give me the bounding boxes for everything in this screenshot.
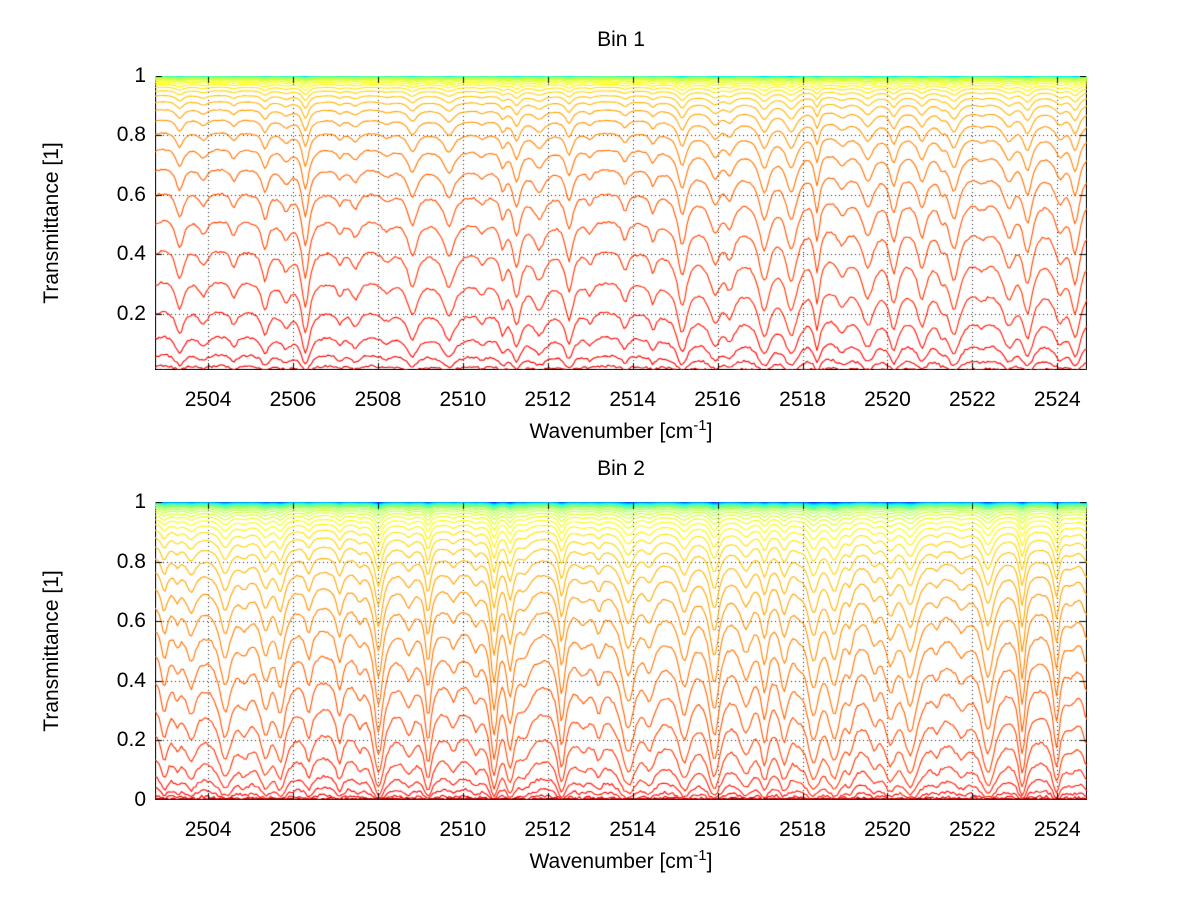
y-tick-label: 0.6 <box>116 609 146 633</box>
bin1-x-axis-label: Wavenumber [cm-1] <box>155 417 1087 445</box>
y-tick-label: 0.6 <box>116 182 146 206</box>
x-tick-label: 2504 <box>184 818 232 841</box>
x-tick-label: 2506 <box>269 818 317 841</box>
y-tick-label: 0.4 <box>116 668 146 692</box>
x-tick-label: 2512 <box>524 818 572 841</box>
x-tick-label: 2520 <box>864 388 911 411</box>
x-tick-label: 2510 <box>439 388 487 411</box>
bin1-x-axis-label-close: ] <box>706 420 713 443</box>
y-tick-label: 0.2 <box>116 301 146 325</box>
x-tick-label: 2508 <box>354 388 402 411</box>
x-tick-label: 2508 <box>354 818 402 841</box>
x-tick-label: 2510 <box>439 818 487 841</box>
bin1-title: Bin 1 <box>597 28 645 51</box>
bin2-x-axis-label-superscript: -1 <box>693 847 707 864</box>
bin2-x-axis-label: Wavenumber [cm-1] <box>155 847 1087 875</box>
x-tick-label: 2518 <box>779 818 826 841</box>
y-tick-label: 0.8 <box>116 549 146 573</box>
x-tick-label: 2514 <box>609 818 657 841</box>
y-tick-label: 0.4 <box>116 242 146 266</box>
y-tick-label: 1 <box>134 64 146 87</box>
y-tick-label: 0 <box>134 788 146 811</box>
bin1-plot-area <box>155 76 1087 370</box>
y-tick-label: 0.2 <box>116 728 146 752</box>
x-tick-label: 2522 <box>948 388 996 411</box>
bin1-x-axis-label-superscript: -1 <box>693 417 707 434</box>
y-tick-label: 1 <box>134 490 146 513</box>
bin2-y-axis-label: Transmittance [1] <box>40 570 63 732</box>
x-tick-label: 2520 <box>864 818 911 841</box>
bin2-x-axis-label-close: ] <box>706 850 713 873</box>
x-tick-label: 2524 <box>1033 388 1081 411</box>
bin1-x-axis-label-text: Wavenumber [cm <box>529 420 694 443</box>
y-tick-label: 0.8 <box>116 123 146 147</box>
x-tick-label: 2522 <box>948 818 996 841</box>
x-tick-label: 2518 <box>779 388 826 411</box>
x-tick-label: 2512 <box>524 388 572 411</box>
x-tick-label: 2514 <box>609 388 657 411</box>
x-tick-label: 2506 <box>269 388 317 411</box>
bin1-y-axis-label: Transmittance [1] <box>40 142 63 304</box>
bin2-x-axis-label-text: Wavenumber [cm <box>529 850 694 873</box>
x-tick-label: 2504 <box>184 388 232 411</box>
bin2-title: Bin 2 <box>597 457 645 480</box>
x-tick-label: 2516 <box>694 388 741 411</box>
x-tick-label: 2524 <box>1033 818 1081 841</box>
bin2-plot-area <box>155 502 1087 800</box>
x-tick-label: 2516 <box>694 818 741 841</box>
